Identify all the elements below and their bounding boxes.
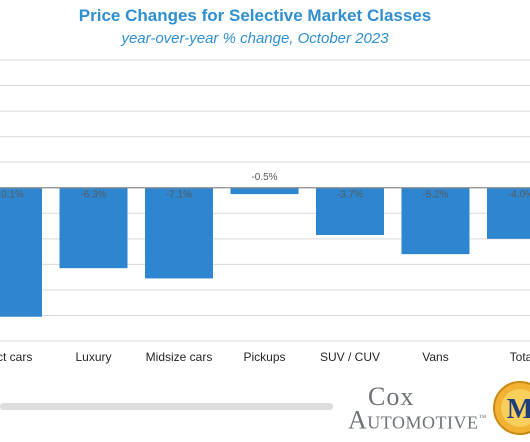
bar <box>145 187 213 279</box>
category-label: Luxury <box>75 350 111 364</box>
bar <box>0 187 42 317</box>
data-label: -10.1% <box>0 190 24 201</box>
automotive-logo-initial: A <box>348 405 368 435</box>
horizontal-scrollbar[interactable] <box>0 403 333 410</box>
manheim-logo: M <box>493 381 530 435</box>
automotive-logo-rest: UTOMOTIVE <box>367 412 479 433</box>
data-label: -7.1% <box>166 190 192 201</box>
category-label: Pickups <box>243 350 285 364</box>
data-label: -5.2% <box>422 190 448 201</box>
data-label: -6.3% <box>80 190 106 201</box>
chart-subtitle: year-over-year % change, October 2023 <box>121 30 389 47</box>
trademark-symbol: ™ <box>478 413 487 422</box>
bar <box>316 187 384 235</box>
bar <box>487 187 530 239</box>
data-label: -4.0% <box>508 190 530 201</box>
category-label: Vans <box>422 350 448 364</box>
bar <box>59 187 128 269</box>
cox-automotive-logo: Cox AUTOMOTIVE™ <box>348 382 486 433</box>
data-label: -0.5% <box>251 172 277 183</box>
category-label: pact cars <box>0 350 32 364</box>
bar <box>401 187 470 255</box>
cox-logo-word: Cox <box>368 382 415 411</box>
bar-chart: -10.1% -6.3% -7.1% -0.5% -3.7% -5.2% -4.0% pact… <box>0 59 530 364</box>
manheim-logo-letter: M <box>507 394 530 425</box>
chart-title: Price Changes for Selective Market Class… <box>78 6 432 25</box>
category-label: Midsize cars <box>146 350 213 364</box>
category-label: Tota <box>510 350 530 364</box>
data-label: -3.7% <box>337 190 363 201</box>
bar <box>230 187 299 195</box>
automotive-logo-word: AUTOMOTIVE™ <box>348 406 487 434</box>
category-label: SUV / CUV <box>320 350 380 364</box>
